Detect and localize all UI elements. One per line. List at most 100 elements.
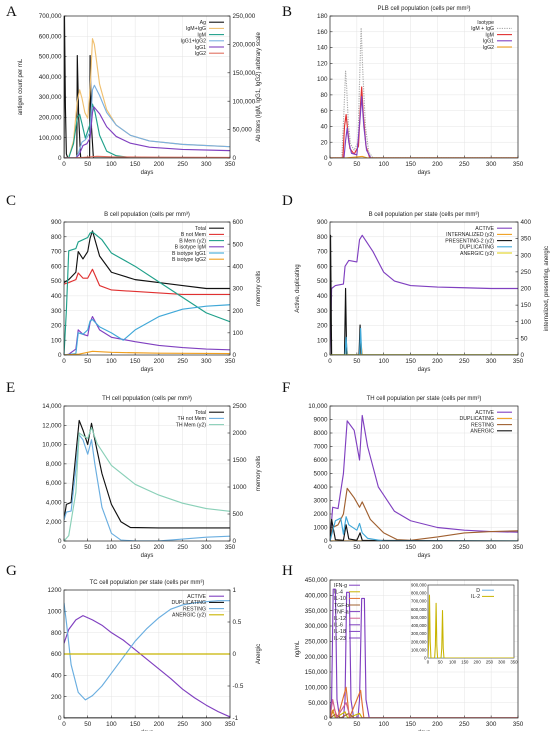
inset-x-tick-label: 250 [486, 660, 494, 665]
legend-label: TH not Mem [177, 416, 206, 422]
y2-tick-label: 500 [233, 241, 244, 248]
x-tick-label: 50 [353, 721, 361, 728]
legend-label: IL-23 [334, 636, 346, 642]
panel-f: F TH cell population per state (cells per… [282, 380, 524, 559]
y-tick-label: 12,000 [42, 422, 62, 429]
x-tick-label: 100 [378, 358, 389, 365]
legend-label: RESTING [183, 606, 206, 612]
x-axis-label: days [418, 170, 431, 176]
x-tick-label: 300 [201, 721, 212, 728]
x-tick-label: 0 [62, 544, 66, 551]
y-tick-label: 3000 [313, 498, 328, 505]
x-tick-label: 100 [378, 544, 389, 551]
y-tick-label: 7000 [313, 444, 328, 451]
series-line-igg1 [64, 106, 230, 158]
x-tick-label: 300 [201, 161, 212, 168]
y-tick-label: 100 [51, 337, 62, 344]
x-tick-label: 350 [225, 161, 236, 168]
y-tick-label: 500,000 [39, 54, 62, 61]
x-tick-label: 250 [459, 358, 470, 365]
y2-tick-label: 200,000 [233, 42, 256, 49]
series-line-duplicating [330, 327, 518, 355]
y-tick-label: 350,000 [305, 608, 328, 615]
y2-tick-label: -1 [233, 715, 239, 722]
plot-frame [329, 15, 519, 159]
series-line-igg1-igg2 [64, 84, 230, 158]
plot-frame [63, 221, 231, 356]
series-line-b-isotype-igg1 [64, 304, 230, 355]
y2-axis-label: Anergic [256, 644, 262, 664]
y-tick-label: 140 [317, 45, 328, 52]
y-tick-label: 450,000 [305, 577, 328, 584]
y-tick-label: 1000 [313, 525, 328, 532]
x-tick-label: 250 [177, 721, 188, 728]
y2-tick-label: 600 [233, 219, 244, 226]
inset-y-tick-label: 200,000 [411, 639, 427, 644]
y2-tick-label: 350 [521, 236, 532, 243]
x-tick-label: 150 [405, 358, 416, 365]
legend-label: Total [195, 226, 206, 232]
series-group [330, 588, 518, 718]
panel-letter: A [6, 4, 17, 20]
panel-c: C B cell population (cells per mm³) 0 50 100… [6, 193, 262, 373]
x-tick-label: 0 [328, 358, 332, 365]
y2-axis-label: memory cells [256, 456, 262, 491]
x-tick-label: 100 [106, 544, 117, 551]
legend-label: IL-10 [334, 596, 346, 602]
legend-label: ANERGIC [470, 429, 494, 435]
legend-label: IgM + IgG [471, 26, 494, 32]
series-group [64, 600, 230, 718]
y-tick-label: 900 [317, 219, 328, 226]
panel-title: PLB cell population (cells per mm³) [377, 6, 470, 12]
panel-title: TC cell population per state (cells per … [90, 580, 205, 586]
panel-title: B cell population (cells per mm³) [104, 212, 190, 218]
legend-label: IgM [485, 32, 494, 38]
plot-frame [63, 15, 231, 159]
x-tick-label: 0 [328, 544, 332, 551]
y-tick-label: 300,000 [305, 623, 328, 630]
x-tick-label: 100 [378, 161, 389, 168]
series-group [330, 27, 518, 158]
series-line-b-isotype-igm [64, 316, 230, 355]
y-tick-label: 600,000 [39, 33, 62, 40]
y-tick-label: 700 [51, 249, 62, 256]
x-tick-label: 200 [154, 161, 165, 168]
y-tick-label: 700 [317, 249, 328, 256]
inset-x-tick-label: 300 [498, 660, 506, 665]
y2-tick-label: 0 [233, 651, 237, 658]
y-tick-label: 600 [317, 263, 328, 270]
inset-y-tick-label: 0 [424, 656, 427, 661]
legend-label: IL-4 [334, 590, 343, 596]
legend-label: IgG2 [483, 45, 494, 51]
series-group [330, 234, 518, 355]
y-tick-label: 4000 [313, 484, 328, 491]
y2-tick-label: 300 [521, 252, 532, 259]
x-tick-label: 300 [201, 358, 212, 365]
inset-x-tick-label: 150 [461, 660, 469, 665]
y2-tick-label: 400 [233, 263, 244, 270]
x-tick-label: 50 [353, 544, 361, 551]
x-tick-label: 250 [459, 544, 470, 551]
panel-e: E TH cell population (cells per mm³) 0 50 10… [6, 380, 262, 559]
panel-h: H 0 50 100 150 200 250 300 350 0 50,000 100,000 150,… [282, 563, 524, 731]
x-tick-label: 0 [328, 161, 332, 168]
legend-label: RESTING [471, 422, 494, 428]
inset-y-tick-label: 300,000 [411, 631, 427, 636]
x-tick-label: 350 [225, 544, 236, 551]
series-line-igg2 [330, 155, 518, 158]
series-line-resting [64, 600, 230, 701]
x-tick-label: 250 [177, 358, 188, 365]
inset-y-tick-label: 400,000 [411, 623, 427, 628]
x-tick-label: 200 [154, 721, 165, 728]
y2-tick-label: -0.5 [233, 683, 244, 690]
x-axis-label: days [418, 553, 431, 559]
plot-frame [329, 579, 519, 719]
y-tick-label: 0 [324, 155, 328, 162]
y2-tick-label: 0 [233, 538, 237, 545]
plot-frame [329, 221, 519, 356]
x-tick-label: 350 [225, 358, 236, 365]
legend-label: B isotype IgG2 [172, 257, 206, 263]
legend-label: ACTIVE [475, 226, 494, 232]
legend-label: B isotype IgM [175, 245, 206, 251]
